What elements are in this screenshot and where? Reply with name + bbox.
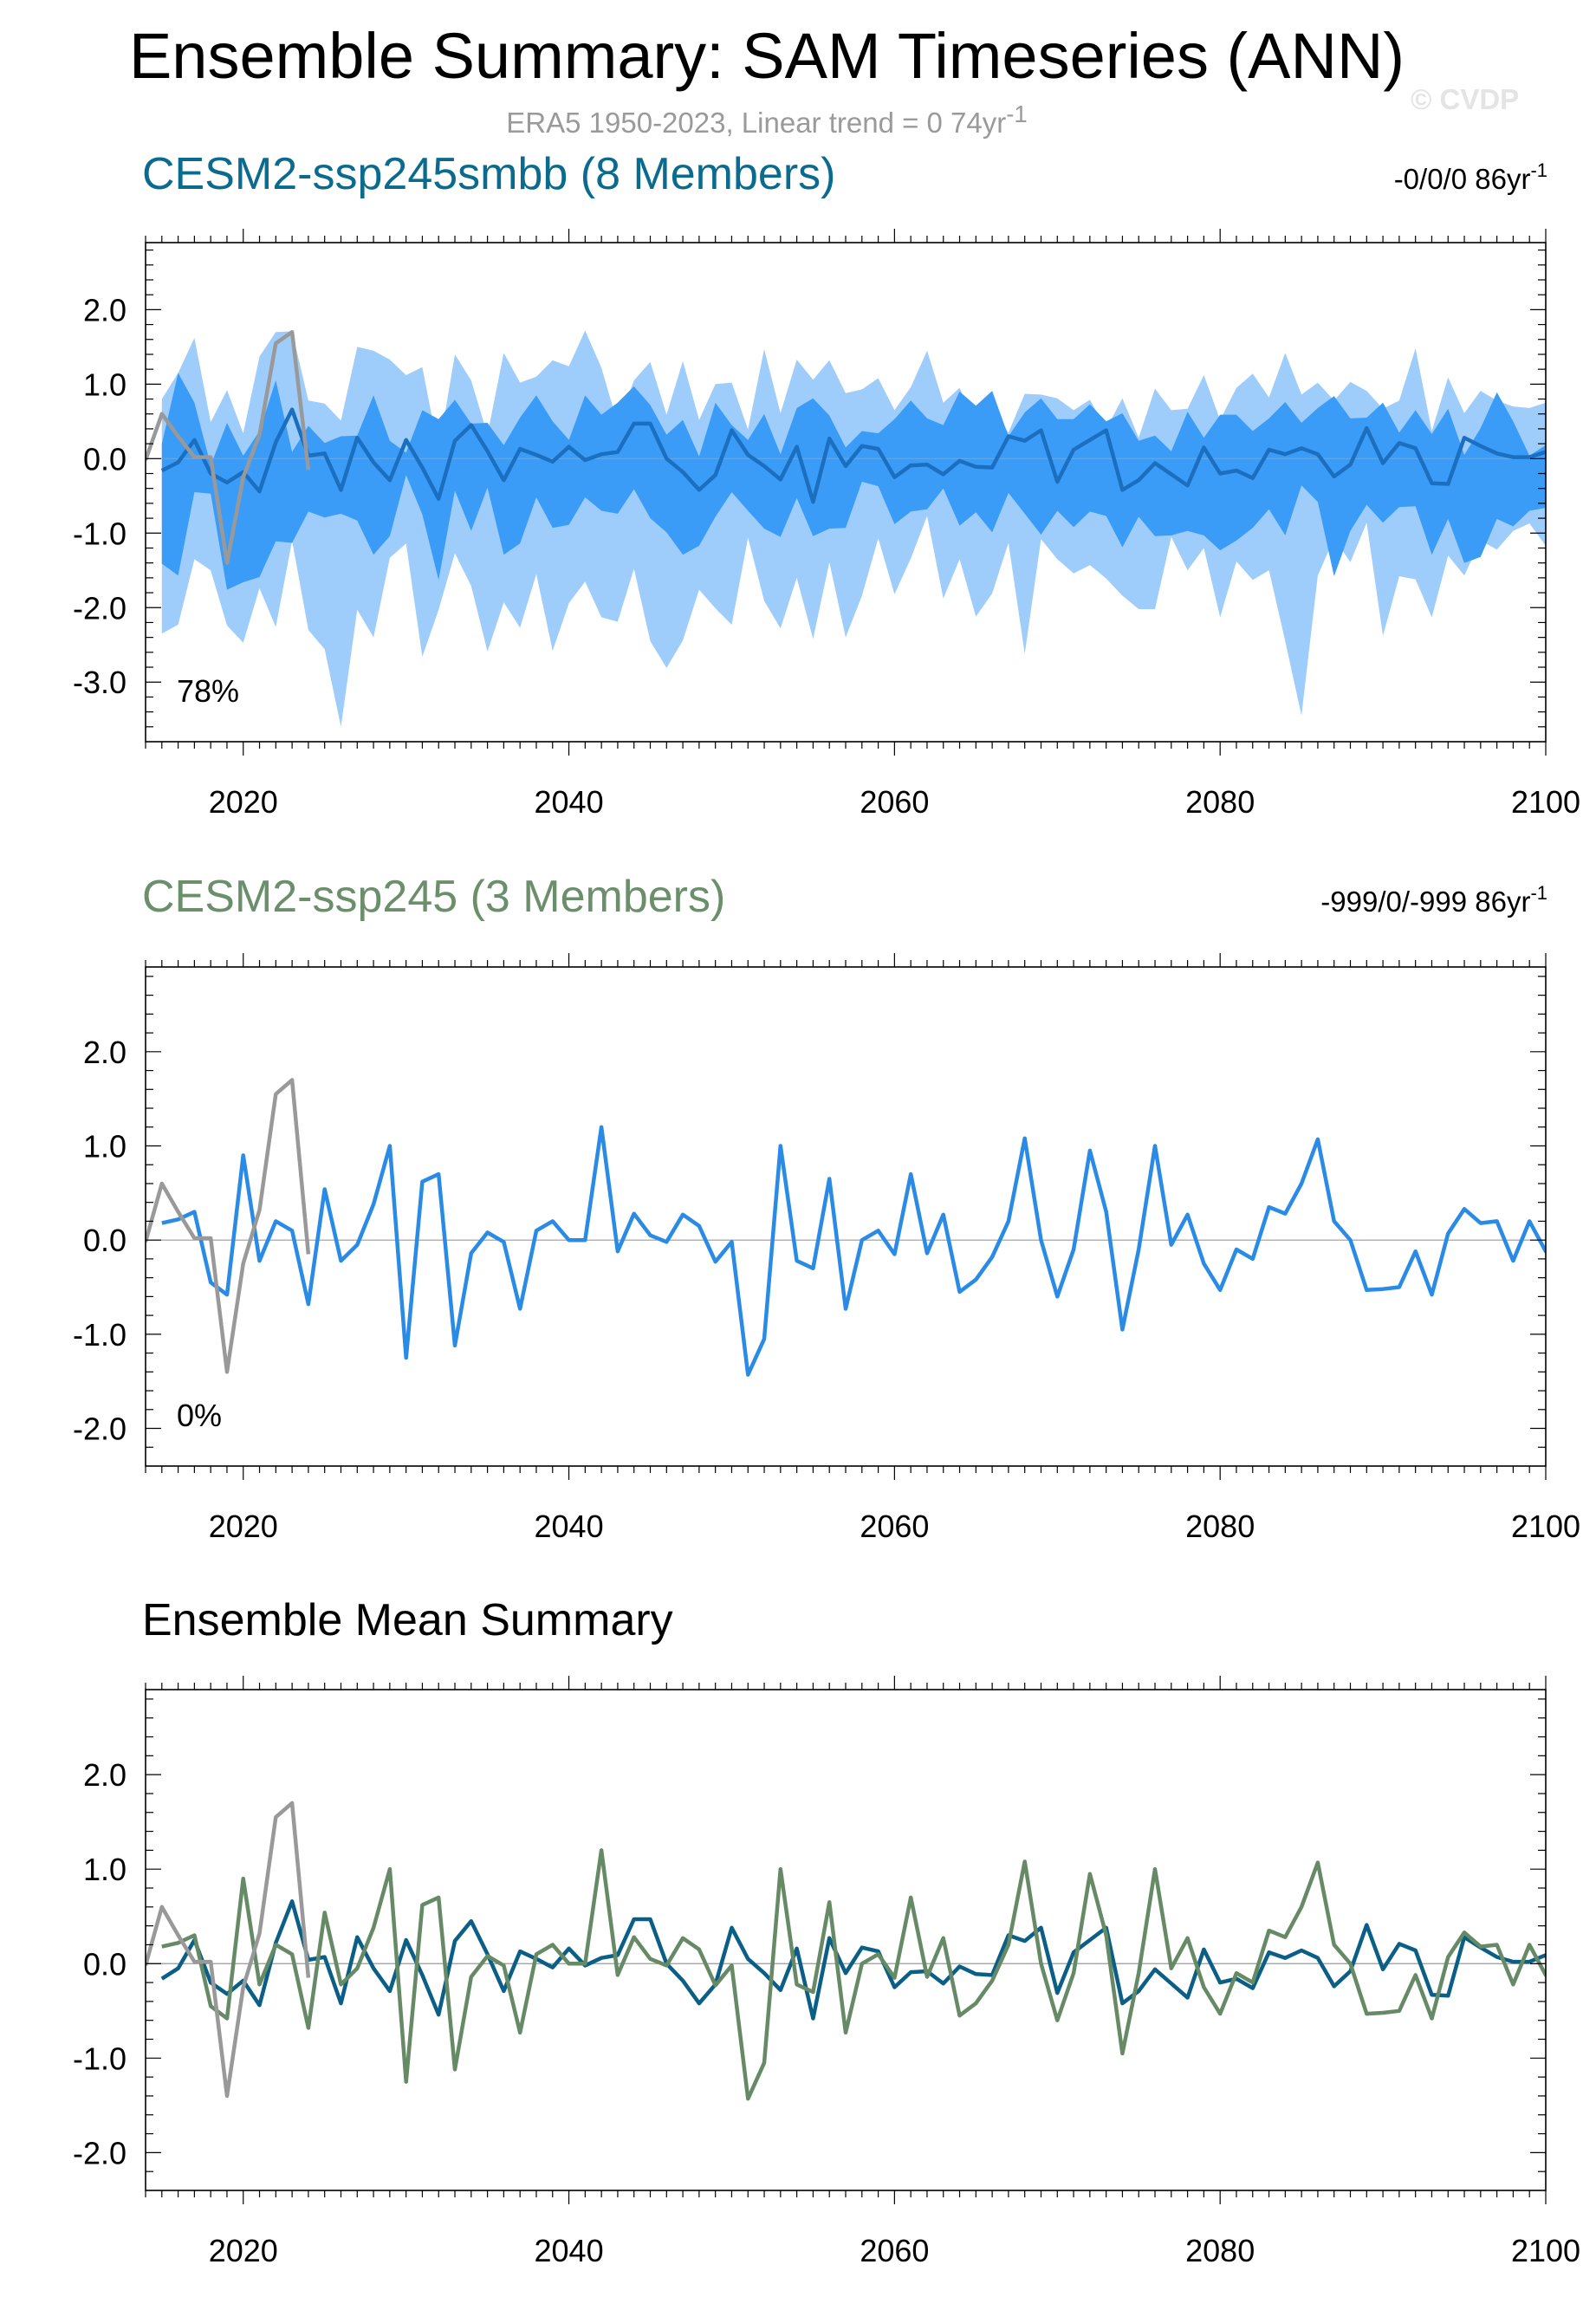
band-interquartile <box>161 373 1546 590</box>
y-tick-label: 0.0 <box>83 1223 127 1258</box>
trend-label-text: -999/0/-999 86yr <box>1320 886 1530 918</box>
x-tick-label: 2100 <box>1511 2233 1580 2268</box>
plot-area-smbb <box>146 329 1546 727</box>
y-tick-label: -1.0 <box>73 2041 127 2076</box>
x-tick-label: 2080 <box>1185 1509 1255 1544</box>
subtitle-superscript: -1 <box>1006 101 1028 127</box>
panel-title-ssp245: CESM2-ssp245 (3 Members) <box>142 872 725 922</box>
trend-label-text: -0/0/0 86yr <box>1394 163 1531 195</box>
y-tick-label: -2.0 <box>73 590 127 626</box>
x-tick-label: 2040 <box>535 784 604 820</box>
obs-line-summary <box>146 1801 311 2099</box>
panel-title-smbb: CESM2-ssp245smbb (8 Members) <box>142 149 835 199</box>
trend-label-ssp245: -999/0/-999 86yr-1 <box>1320 882 1547 918</box>
band-min-max <box>161 330 1546 727</box>
figure-title: Ensemble Summary: SAM Timeseries (ANN) <box>128 20 1405 92</box>
x-tick-label: 2080 <box>1185 784 1255 820</box>
x-tick-label: 2060 <box>860 784 929 820</box>
x-tick-label: 2020 <box>209 784 278 820</box>
x-tick-label: 2060 <box>860 2233 929 2268</box>
y-tick-label: 2.0 <box>83 1035 127 1070</box>
panel-title-summary: Ensemble Mean Summary <box>142 1595 673 1645</box>
plot-frame-ssp245 <box>145 966 1547 1467</box>
smbb-mean-line <box>160 1899 1546 2021</box>
percent-label-ssp245: 0% <box>177 1398 222 1433</box>
y-tick-label: -2.0 <box>73 2135 127 2170</box>
y-tick-label: 1.0 <box>83 367 127 402</box>
x-tick-label: 2020 <box>209 1509 278 1544</box>
trend-label-superscript: -1 <box>1530 882 1547 904</box>
obs-line-smbb <box>146 329 311 565</box>
y-tick-label: 0.0 <box>83 441 127 477</box>
obs-line-ssp245 <box>146 1078 311 1374</box>
y-tick-label: -1.0 <box>73 1317 127 1353</box>
x-tick-label: 2040 <box>535 2233 604 2268</box>
trend-label-smbb: -0/0/0 86yr-1 <box>1394 159 1547 195</box>
y-tick-label: -3.0 <box>73 665 127 700</box>
y-tick-label: -2.0 <box>73 1411 127 1447</box>
percent-label-smbb: 78% <box>177 673 239 709</box>
ensemble-mean-line <box>160 407 1546 504</box>
y-tick-label: 2.0 <box>83 292 127 328</box>
subtitle-text: ERA5 1950-2023, Linear trend = 0 74yr <box>506 107 1007 139</box>
cvdp-watermark: © CVDP <box>1411 83 1520 115</box>
trend-label-superscript: -1 <box>1530 159 1547 181</box>
figure-subtitle: ERA5 1950-2023, Linear trend = 0 74yr-1 <box>0 101 1534 140</box>
x-tick-label: 2080 <box>1185 2233 1255 2268</box>
ensemble-mean-line <box>161 1125 1546 1377</box>
x-tick-label: 2040 <box>535 1509 604 1544</box>
y-tick-label: 2.0 <box>83 1757 127 1793</box>
y-tick-label: 1.0 <box>83 1128 127 1164</box>
x-tick-label: 2060 <box>860 1509 929 1544</box>
y-tick-label: 1.0 <box>83 1852 127 1887</box>
x-tick-label: 2100 <box>1511 1509 1580 1544</box>
x-tick-label: 2100 <box>1511 784 1580 820</box>
x-tick-label: 2020 <box>209 2233 278 2268</box>
ssp245-mean-line <box>161 1848 1546 2101</box>
y-tick-label: 0.0 <box>83 1946 127 1982</box>
plot-area-ssp245 <box>146 1078 1546 1377</box>
y-tick-label: -1.0 <box>73 516 127 551</box>
plot-area-summary <box>146 1801 1546 2101</box>
